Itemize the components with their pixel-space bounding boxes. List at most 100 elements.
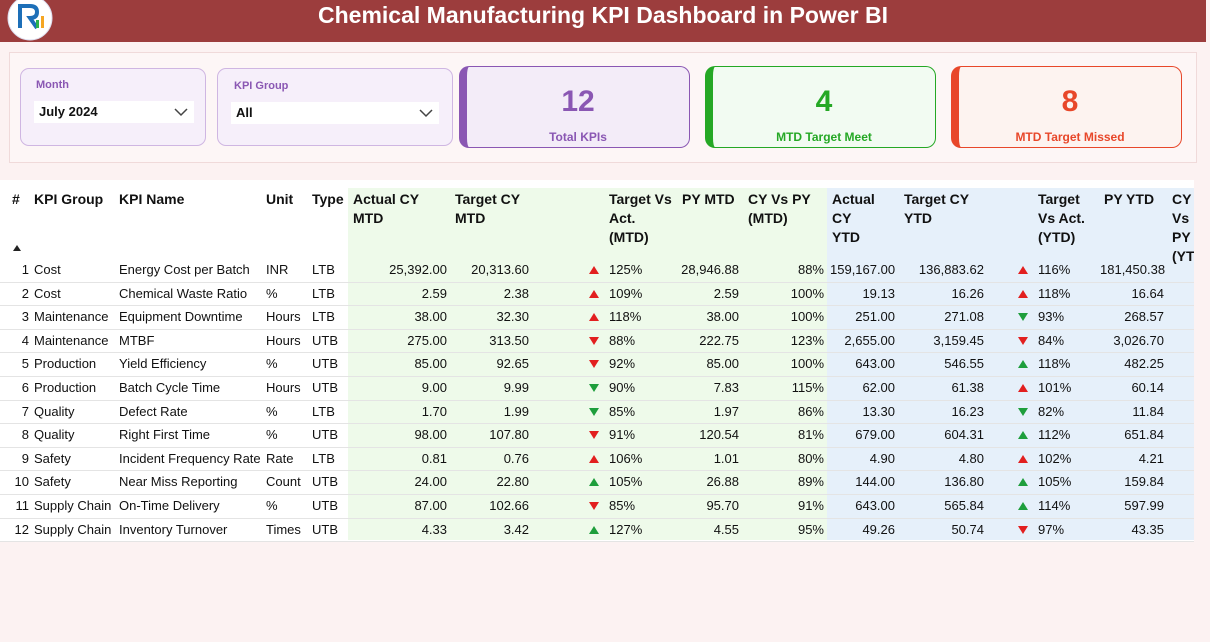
trend-arrow-shape [1018, 502, 1028, 510]
table-cell: 100% [790, 285, 824, 301]
table-cell: 85% [609, 498, 636, 513]
column-header[interactable]: Target Vs Act. (YTD) [1038, 191, 1085, 245]
table-cell: 136.80 [944, 474, 984, 490]
trend-arrow-shape [1018, 336, 1028, 345]
table-cell: Hours [266, 309, 301, 325]
table-cell: % [266, 356, 278, 372]
dropdown-chevron [419, 109, 433, 118]
table-cell: 107.80 [489, 427, 529, 443]
table-cell: UTB [312, 332, 338, 348]
table-cell: 106% [609, 450, 643, 466]
column-header[interactable]: Target Vs Act. (MTD) [609, 191, 672, 245]
table-cell: Production [34, 380, 97, 395]
table-cell: 88% [797, 262, 824, 277]
table-cell: 679.00 [855, 427, 895, 443]
table-cell: 1 [21, 262, 29, 277]
table-cell: 90% [609, 380, 636, 395]
table-cell: 115% [791, 380, 824, 395]
column-header[interactable]: CY Vs PY (MTD) [748, 191, 811, 226]
trend-arrow-shape [589, 431, 599, 440]
sort-indicator[interactable] [12, 244, 22, 252]
table-cell: Times [266, 521, 301, 537]
trend-arrow [1018, 336, 1028, 345]
column-header[interactable]: PY MTD [682, 191, 735, 207]
table-cell: 4.55 [713, 521, 739, 537]
trend-arrow [589, 384, 599, 392]
table-cell: 62.00 [862, 380, 895, 395]
table-cell: 116% [1038, 262, 1071, 277]
trend-arrow [1018, 431, 1028, 440]
trend-arrow [1018, 384, 1028, 392]
table-cell: 22.80 [496, 474, 529, 490]
trend-arrow-shape [589, 384, 599, 392]
trend-arrow [1018, 266, 1028, 274]
column-header[interactable]: Actual CY YTD [832, 191, 875, 245]
table-cell: UTB [312, 498, 338, 513]
month-slicer[interactable]: Month July 2024 [20, 68, 206, 146]
slicer-dropdown[interactable]: July 2024 [34, 101, 194, 123]
table-cell: 118% [609, 309, 642, 325]
trend-arrow-shape [1018, 313, 1028, 322]
table-cell: 98.00 [414, 427, 447, 443]
table-cell: 127% [609, 521, 643, 537]
table-cell: MTBF [119, 332, 155, 348]
column-header[interactable]: Target CY YTD [904, 191, 969, 226]
table-cell: % [266, 285, 278, 301]
trend-arrow [1018, 525, 1028, 534]
table-cell: 92.65 [496, 356, 529, 372]
table-cell: 32.30 [496, 309, 529, 325]
column-header[interactable]: PY YTD [1104, 191, 1155, 207]
column-header[interactable]: KPI Name [119, 191, 185, 207]
table-cell: % [266, 427, 278, 443]
kpi-card: 4 MTD Target Meet [705, 66, 936, 148]
table-cell: 546.55 [944, 356, 984, 372]
table-cell: 3 [21, 309, 29, 325]
table-cell: 49.26 [862, 521, 895, 537]
column-header[interactable]: Target CY MTD [455, 191, 520, 226]
column-header[interactable]: Type [312, 191, 344, 207]
table-cell: INR [266, 262, 289, 277]
kpi-group-slicer[interactable]: KPI Group All [217, 68, 453, 146]
table-cell: 85% [609, 403, 636, 419]
column-header[interactable]: KPI Group [34, 191, 104, 207]
trend-arrow [589, 336, 599, 345]
table-cell: 91% [609, 427, 636, 443]
table-cell: UTB [312, 427, 338, 443]
table-cell: 7 [21, 403, 29, 419]
table-cell: 100% [790, 309, 824, 325]
table-cell: Yield Efficiency [119, 356, 207, 372]
table-cell: 105% [609, 474, 643, 490]
table-cell: 80% [797, 450, 824, 466]
slicer-dropdown[interactable]: All [231, 102, 439, 124]
table-cell: 24.00 [414, 474, 447, 490]
trend-arrow [1018, 407, 1028, 416]
trend-arrow-shape [589, 454, 599, 463]
table-cell: 125% [609, 262, 643, 277]
column-header[interactable]: # [12, 191, 20, 207]
table-cell: 651.84 [1124, 427, 1164, 443]
trend-arrow [1018, 454, 1028, 463]
column-header[interactable]: CY Vs PY (YTD) [1172, 191, 1194, 264]
kpi-card: 8 MTD Target Missed [951, 66, 1182, 148]
table-cell: 84% [1038, 332, 1065, 348]
table-cell: 100% [790, 356, 824, 372]
column-header[interactable]: Unit [266, 191, 294, 207]
trend-arrow [589, 360, 599, 369]
column-header[interactable]: Actual CY MTD [353, 191, 419, 226]
logo [7, 0, 53, 41]
table-cell: UTB [312, 474, 338, 490]
table-cell: 11 [15, 498, 30, 513]
table-cell: 159,167.00 [830, 262, 896, 277]
kpi-card: 12 Total KPIs [459, 66, 690, 148]
table-cell: Equipment Downtime [119, 309, 243, 325]
trend-arrow [1018, 313, 1028, 322]
slicer-value: All [236, 105, 253, 120]
table-cell: 88% [609, 332, 636, 348]
table-cell: 11.84 [1132, 403, 1164, 419]
table-cell: 97% [1038, 521, 1065, 537]
table-cell: 89% [797, 474, 824, 490]
table-cell: 268.57 [1124, 309, 1164, 325]
row-separator [0, 446, 1194, 448]
card-label: MTD Target Missed [1015, 130, 1125, 144]
table-cell: 82% [1038, 403, 1065, 419]
